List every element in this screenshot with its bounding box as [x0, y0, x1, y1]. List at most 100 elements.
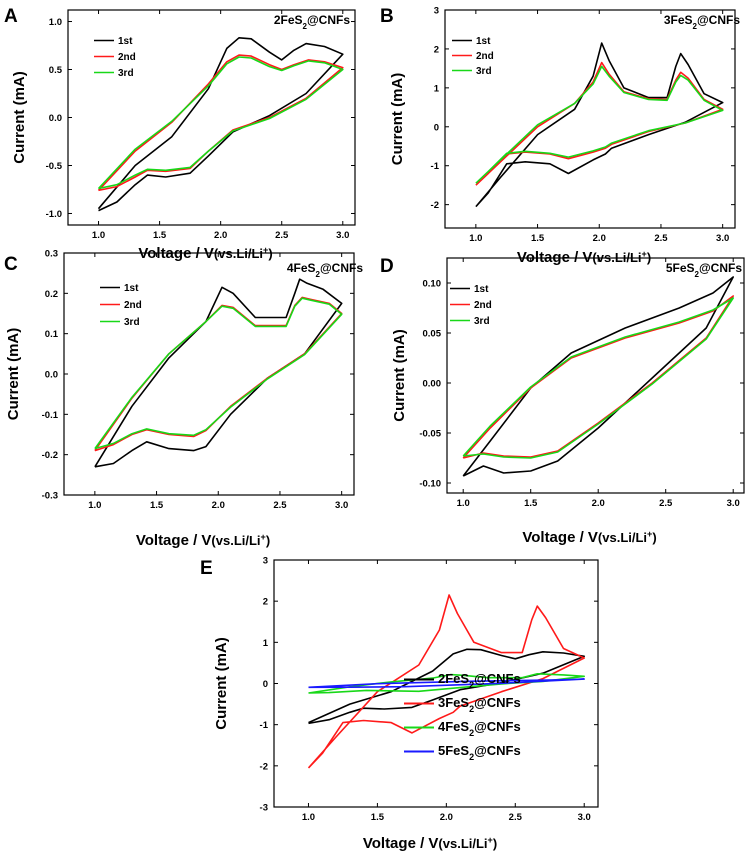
x-tick-label: 1.0: [92, 230, 105, 241]
y-tick-label: -0.3: [42, 491, 58, 502]
series-line-2nd: [475, 61, 724, 186]
y-axis-label: Current (mA): [213, 637, 230, 730]
x-tick-label: 3.0: [727, 498, 740, 509]
panel-letter: E: [200, 558, 213, 579]
y-tick-label: -0.1: [42, 410, 59, 421]
y-tick-label: 1.0: [49, 17, 62, 28]
y-tick-label: -1.0: [46, 209, 62, 220]
series-line-3rd: [475, 65, 724, 184]
y-tick-label: 0.5: [49, 65, 63, 76]
legend-label: 3rd: [124, 317, 140, 328]
series-line-1st: [462, 276, 734, 477]
series-line-2nd: [462, 295, 734, 459]
legend-label: 3rd: [474, 316, 490, 327]
x-tick-label: 2.5: [659, 498, 673, 509]
x-tick-label: 2.0: [212, 500, 225, 511]
x-tick-label: 3.0: [716, 233, 729, 244]
y-tick-label: -0.2: [42, 450, 58, 461]
y-axis-label: Current (mA): [389, 73, 406, 166]
y-tick-label: 0: [434, 122, 439, 133]
y-tick-label: 0.05: [423, 329, 442, 340]
y-tick-label: -3: [260, 803, 268, 814]
panel-title: 5FeS2@CNFs: [666, 261, 743, 279]
series-line-1st: [475, 42, 724, 208]
y-tick-label: 1: [434, 83, 440, 94]
series-line-2FeS2@CNFs: [308, 648, 585, 725]
plot-frame: [446, 257, 745, 494]
panel-B: B 1.0 1.5 2.0 2.5 3.0 -2 -1 0 1 2 3 3FeS2@CNFs 1st 2nd…: [380, 6, 740, 267]
y-tick-label: -2: [260, 761, 268, 772]
x-tick-label: 2.0: [440, 812, 453, 823]
panel-letter: D: [380, 256, 394, 277]
panel-E: E 1.0 1.5 2.0 2.5 3.0 -3 -2 -1 0 1 2 3 2FeS2@CNFs 3FeS…: [200, 556, 599, 852]
x-tick-label: 3.0: [336, 230, 349, 241]
x-tick-label: 2.5: [273, 500, 287, 511]
legend-label: 2nd: [474, 300, 492, 311]
series-line-1st: [97, 37, 344, 212]
legend-label: 1st: [118, 36, 133, 47]
y-tick-label: -0.05: [419, 429, 441, 440]
legend-label: 3rd: [476, 66, 492, 77]
plot-frame: [444, 9, 736, 229]
x-tick-label: 1.0: [88, 500, 101, 511]
panel-title: 3FeS2@CNFs: [664, 13, 741, 31]
y-tick-label: 2: [434, 44, 439, 55]
y-tick-label: 0.00: [423, 379, 442, 390]
legend-label: 2nd: [124, 300, 142, 311]
legend-label: 1st: [476, 36, 491, 47]
panel-C: C 1.0 1.5 2.0 2.5 3.0 -0.3 -0.2 -0.1 0.0 0.1 0.2 0.3…: [4, 249, 363, 550]
legend-label: 3rd: [118, 68, 134, 79]
panel-D: D 1.0 1.5 2.0 2.5 3.0 -0.10 -0.05 0.00 0.05 0.10 5F…: [380, 256, 745, 546]
x-tick-label: 1.5: [524, 498, 538, 509]
x-tick-label: 1.5: [153, 230, 167, 241]
legend-label: 2nd: [118, 52, 136, 63]
x-tick-label: 2.0: [214, 230, 227, 241]
series-line-3FeS2@CNFs: [307, 594, 585, 769]
y-tick-label: 3: [263, 556, 268, 567]
plot-frame: [273, 559, 599, 808]
y-tick-label: -2: [431, 200, 439, 211]
legend-label: 1st: [474, 284, 489, 295]
panel-letter: C: [4, 254, 18, 275]
y-tick-label: 0.2: [45, 289, 58, 300]
x-tick-label: 1.0: [469, 233, 482, 244]
panel-title: 2FeS2@CNFs: [274, 13, 351, 31]
legend-label: 3FeS2@CNFs: [438, 695, 521, 714]
legend-label: 4FeS2@CNFs: [438, 719, 521, 738]
x-tick-label: 2.0: [593, 233, 606, 244]
panel-letter: B: [380, 6, 394, 27]
y-tick-label: -0.10: [419, 479, 441, 490]
y-tick-label: 0.0: [49, 113, 62, 124]
series-line-1st: [94, 278, 343, 468]
x-tick-label: 2.5: [654, 233, 668, 244]
legend-label: 5FeS2@CNFs: [438, 743, 521, 762]
x-tick-label: 1.5: [371, 812, 385, 823]
series-line-2nd: [97, 54, 344, 192]
legend-label: 1st: [124, 283, 139, 294]
y-tick-label: -1: [431, 161, 440, 172]
series-line-3rd: [94, 297, 343, 450]
y-tick-label: 1: [263, 638, 269, 649]
y-tick-label: 0.3: [45, 249, 58, 260]
x-tick-label: 2.5: [509, 812, 523, 823]
y-axis-label: Current (mA): [5, 328, 22, 421]
x-tick-label: 3.0: [335, 500, 348, 511]
legend-label: 2FeS2@CNFs: [438, 671, 521, 690]
y-tick-label: 0.0: [45, 370, 58, 381]
series-line-3rd: [97, 56, 344, 190]
series-line-3rd: [462, 297, 734, 459]
x-tick-label: 1.0: [457, 498, 470, 509]
y-tick-label: -1: [260, 720, 269, 731]
series-line-5FeS2@CNFs: [308, 678, 585, 689]
y-tick-label: 0: [263, 679, 268, 690]
x-tick-label: 1.0: [302, 812, 315, 823]
x-tick-label: 2.5: [275, 230, 289, 241]
y-tick-label: 3: [434, 6, 439, 17]
x-axis-label: Voltage / V(vs.Li/Li+): [522, 529, 656, 546]
panel-title: 4FeS2@CNFs: [287, 261, 364, 279]
x-axis-label: Voltage / V(vs.Li/Li+): [363, 835, 497, 852]
y-axis-label: Current (mA): [11, 71, 28, 164]
x-axis-label: Voltage / V(vs.Li/Li+): [136, 532, 270, 549]
y-tick-label: -0.5: [46, 161, 63, 172]
